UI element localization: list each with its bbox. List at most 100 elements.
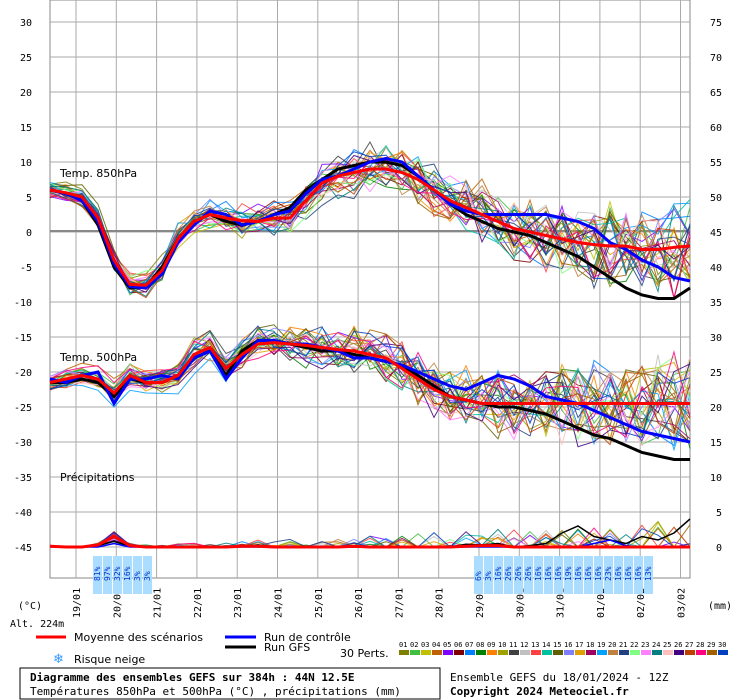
- pert-number: 14: [542, 641, 550, 649]
- right-tick-label: 75: [710, 18, 722, 29]
- pert-number: 04: [432, 641, 440, 649]
- pert-swatch: [553, 650, 563, 655]
- pert-number: 15: [553, 641, 561, 649]
- member-line: [49, 164, 691, 283]
- left-tick-label: 15: [20, 123, 32, 134]
- pert-number: 27: [685, 641, 693, 649]
- pert-number: 09: [487, 641, 495, 649]
- snow-risk-bar: [504, 556, 513, 594]
- snow-risk-label: 3%: [133, 571, 142, 581]
- pert-number: 08: [476, 641, 484, 649]
- pert-number: 18: [586, 641, 594, 649]
- legend-control: Run de contrôle: [264, 631, 351, 644]
- pert-swatch: [564, 650, 574, 655]
- altitude-label: Alt. 224m: [10, 619, 64, 630]
- x-tick-label: 19/01: [72, 588, 83, 618]
- x-tick-label: 02/02: [636, 588, 647, 618]
- pert-swatch: [509, 650, 519, 655]
- right-tick-label: 45: [710, 228, 722, 239]
- chart-subtitle: Températures 850hPa et 500hPa (°C) , pré…: [30, 685, 401, 698]
- snow-risk-label: 16%: [544, 566, 553, 581]
- snow-risk-bar: [494, 556, 503, 594]
- pert-number: 24: [652, 641, 660, 649]
- snow-icon: ❄: [53, 652, 64, 667]
- pert-swatch: [641, 650, 651, 655]
- right-tick-label: 50: [710, 193, 722, 204]
- right-tick-label: 35: [710, 298, 722, 309]
- snow-risk-bar: [474, 556, 483, 594]
- legend-snow: Risque neige: [74, 653, 145, 666]
- x-axis: 19/01 20/01 21/01 22/01 23/01 24/01 25/01 26/01…: [72, 588, 688, 618]
- pert-swatch: [443, 650, 453, 655]
- pert-swatch: [685, 650, 695, 655]
- pert-swatch: [608, 650, 618, 655]
- snow-risk-label: 3%: [143, 571, 152, 581]
- right-tick-label: 20: [710, 403, 722, 414]
- left-tick-label: -10: [14, 298, 32, 309]
- x-tick-label: 01/02: [596, 588, 607, 618]
- pert-swatch: [498, 650, 508, 655]
- pert-swatch: [421, 650, 431, 655]
- snow-risk-bar: [544, 556, 553, 594]
- right-tick-label: 55: [710, 158, 722, 169]
- pert-swatch: [619, 650, 629, 655]
- pert-swatch: [454, 650, 464, 655]
- left-tick-label: -45: [14, 543, 32, 554]
- pert-number: 19: [597, 641, 605, 649]
- right-tick-label: 65: [710, 88, 722, 99]
- main-series: [49, 156, 691, 549]
- left-tick-label: -20: [14, 368, 32, 379]
- left-unit: (°C): [18, 601, 42, 612]
- pert-number: 11: [509, 641, 517, 649]
- left-tick-label: -30: [14, 438, 32, 449]
- series-line: [49, 156, 691, 290]
- snow-risk-label: 32%: [113, 566, 122, 581]
- x-tick-label: 27/01: [394, 588, 405, 618]
- member-line: [49, 151, 691, 287]
- pert-number: 25: [663, 641, 671, 649]
- right-tick-label: 40: [710, 263, 722, 274]
- left-tick-label: 20: [20, 88, 32, 99]
- snow-risk-label: 26%: [524, 566, 533, 581]
- left-tick-label: 10: [20, 158, 32, 169]
- pert-number: 21: [619, 641, 627, 649]
- pert-number: 02: [410, 641, 418, 649]
- pert-swatch: [465, 650, 475, 655]
- snow-risk-label: 26%: [514, 566, 523, 581]
- snow-risk-label: 16%: [534, 566, 543, 581]
- pert-number: 22: [630, 641, 638, 649]
- snow-risk-bar: [133, 556, 142, 594]
- member-line: [49, 332, 691, 441]
- x-tick-label: 30/01: [515, 588, 526, 618]
- legend-mean: Moyenne des scénarios: [74, 631, 203, 644]
- snow-risk-label: 81%: [93, 566, 102, 581]
- pert-swatch: [630, 650, 640, 655]
- x-tick-label: 23/01: [233, 588, 244, 618]
- snow-risk-label: 16%: [574, 566, 583, 581]
- left-axis: 30 25 20 15 10 5 0 -5 -10 -15 -20 -25 -30 -35 -40 -45: [14, 18, 32, 554]
- series-line: [49, 339, 691, 444]
- copyright: Copyright 2024 Meteociel.fr: [450, 685, 629, 698]
- snow-risk-bar: [634, 556, 643, 594]
- pert-number: 06: [454, 641, 462, 649]
- snow-risk-label: 16%: [494, 566, 503, 581]
- pert-number: 28: [696, 641, 704, 649]
- right-tick-label: 15: [710, 438, 722, 449]
- perturbation-legend: 01 02 03 04 05 06 07 08 09 10 11 12 13 14 15 16 17 18 19 20…: [399, 641, 728, 655]
- pert-swatch: [410, 650, 420, 655]
- left-tick-label: 0: [26, 228, 32, 239]
- snow-risk-bar: [594, 556, 603, 594]
- panel-label-precip: Précipitations: [60, 471, 135, 484]
- x-tick-label: 25/01: [314, 588, 325, 618]
- series-line: [49, 167, 691, 287]
- pert-swatch: [575, 650, 585, 655]
- snow-risk-bar: [113, 556, 122, 594]
- snow-risk-label: 16%: [554, 566, 563, 581]
- run-label: Ensemble GEFS du 18/01/2024 - 12Z: [450, 671, 669, 684]
- snow-risk-bar: [614, 556, 623, 594]
- pert-number: 01: [399, 641, 407, 649]
- snow-risk-label: 97%: [103, 566, 112, 581]
- x-tick-label: 21/01: [153, 588, 164, 618]
- pert-number: 13: [531, 641, 539, 649]
